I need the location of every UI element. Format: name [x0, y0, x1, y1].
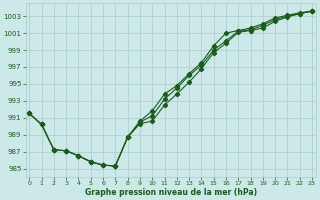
X-axis label: Graphe pression niveau de la mer (hPa): Graphe pression niveau de la mer (hPa): [84, 188, 257, 197]
